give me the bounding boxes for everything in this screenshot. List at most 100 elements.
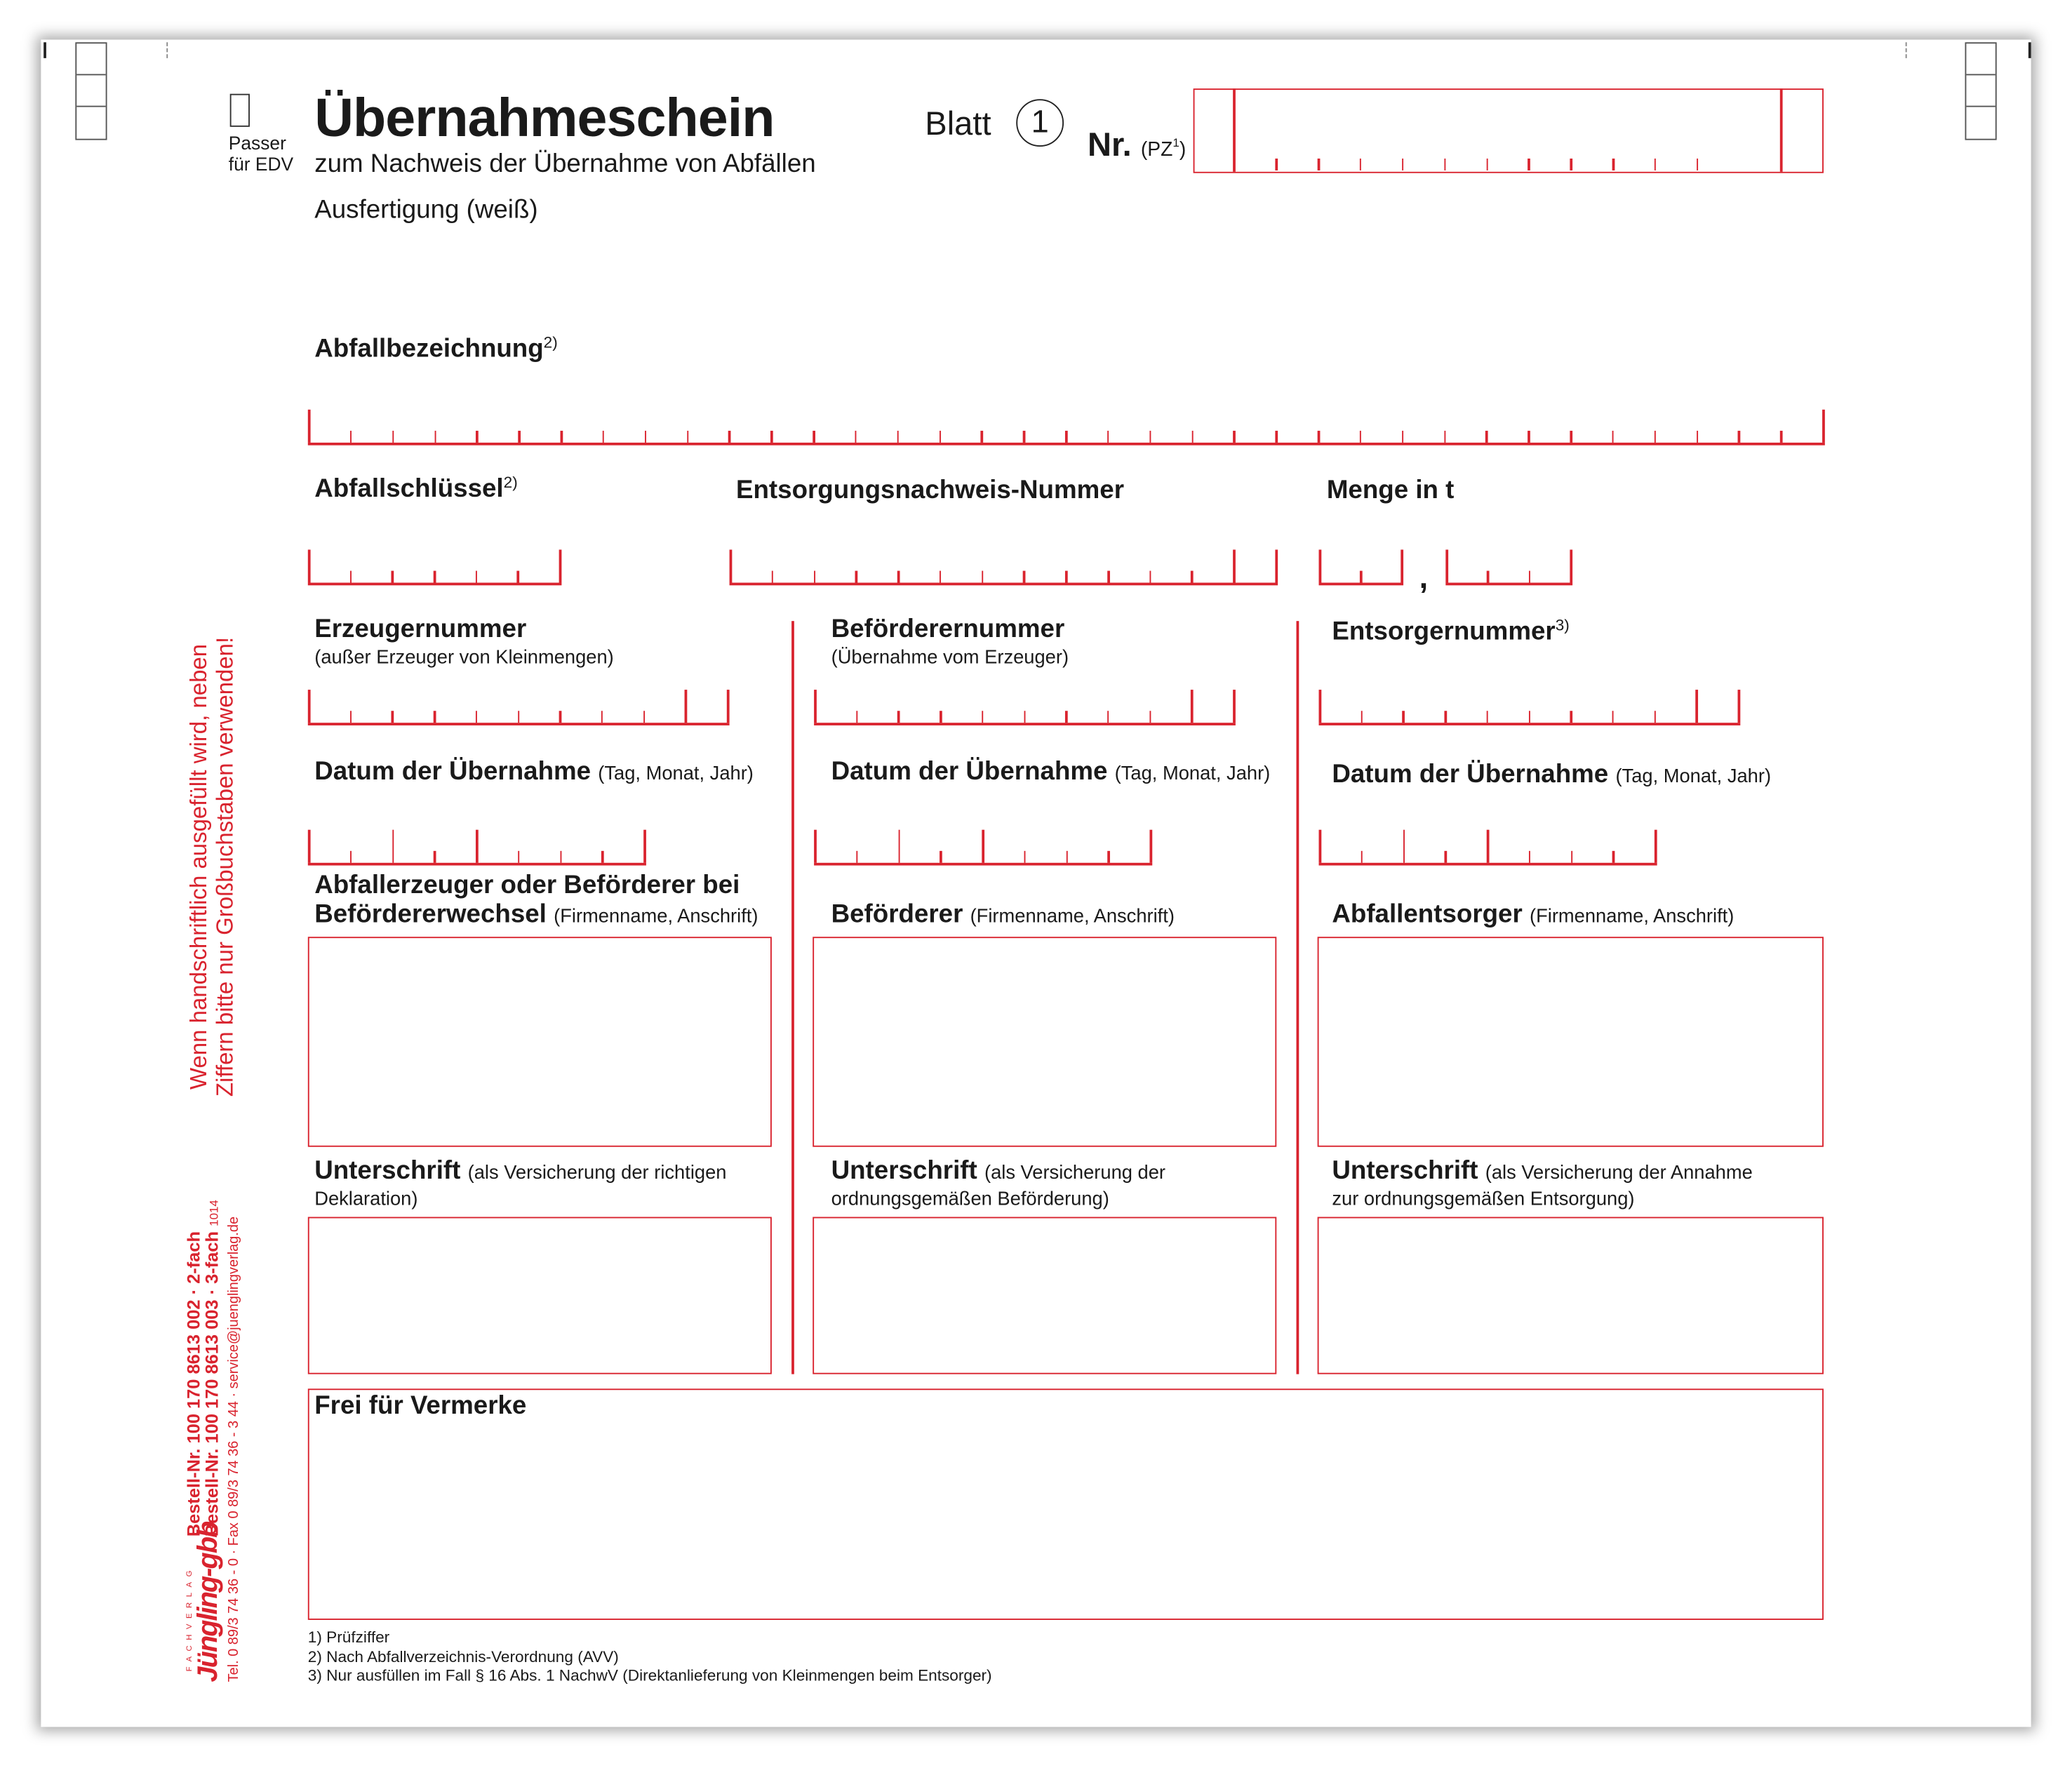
nr-tick [1276,158,1278,170]
comb-tick [349,570,352,583]
comb-tick [644,430,647,443]
comb-tick [1528,570,1531,583]
comb-tick [897,570,900,583]
comb-tick [1696,430,1699,443]
comb-tick [1275,430,1278,443]
comb-baseline [814,862,1152,865]
quantity-label: Menge in t [1326,475,1455,505]
comb-tick [855,850,858,863]
page-subtitle: zum Nachweis der Übernahme von Abfällen [314,149,816,179]
disposer-address-box[interactable] [1317,937,1824,1147]
comb-tick [1023,570,1026,583]
paper-sheet [41,39,2031,1727]
registration-boxes-left [75,42,107,140]
nr-tick [1570,158,1572,170]
comb-tick [560,430,563,443]
comb-tick [434,430,436,443]
comb-tick [1737,690,1740,723]
comb-tick [855,570,858,583]
comb-tick [602,430,605,443]
comb-tick [1487,570,1490,583]
comb-tick [1191,430,1194,443]
comb-tick [813,430,815,443]
producer-party-label: Abfallerzeuger oder Beförderer bei Beförd… [314,871,758,929]
comb-tick [897,430,900,443]
carrier-signature-box[interactable] [813,1217,1277,1374]
comb-baseline [1318,862,1657,865]
comb-tick [1695,690,1698,723]
producer-signature-box[interactable] [307,1217,772,1374]
comb-tick [1402,711,1405,723]
disposer-signature-box[interactable] [1317,1217,1824,1374]
comb-tick [1233,430,1236,443]
comb-tick [728,430,731,443]
comb-tick [516,570,519,583]
comb-tick [475,570,478,583]
carrier-address-box[interactable] [813,937,1277,1147]
comb-tick [1612,850,1615,863]
nr-label: Nr. (PZ1) [1087,126,1187,164]
crop-mark [2028,42,2031,58]
nr-tick [1696,158,1699,170]
comb-tick [814,829,817,863]
nr-divider [1779,88,1782,172]
page-title: Übernahmeschein [314,87,775,148]
comb-tick [643,711,646,723]
quantity-decimal-input[interactable] [1445,549,1570,585]
comb-tick [1528,850,1531,863]
comb-tick [433,570,436,583]
comb-tick [1275,549,1278,583]
comb-tick [559,711,561,723]
passer-checkbox[interactable] [229,93,250,127]
comb-tick [814,690,817,723]
nr-tick [1612,158,1615,170]
comb-tick [813,570,816,583]
nr-tick [1528,158,1530,170]
handwriting-notice: Wenn handschriftlich ausgefüllt wird, ne… [185,636,238,1097]
comb-tick [1317,430,1320,443]
comb-tick [1528,430,1530,443]
producer-number-label: Erzeugernummer (außer Erzeuger von Kleinm… [314,614,614,669]
comb-tick [1570,430,1572,443]
nr-divider [1233,88,1236,172]
passer-label: Passer für EDV [228,132,294,175]
comb-tick [1570,711,1572,723]
comb-tick [981,570,984,583]
comb-tick [559,850,562,863]
comb-tick [1318,690,1321,723]
comb-tick [349,711,352,723]
producer-address-box[interactable] [307,937,772,1147]
publisher-contact: Tel. 0 89/3 74 36 - 0 · Fax 0 89/3 74 36… [226,1216,242,1682]
comb-tick [1107,430,1109,443]
comb-tick [518,430,521,443]
comb-baseline [307,442,1825,445]
notes-box[interactable] [307,1388,1824,1620]
footnotes: 1) Prüfziffer 2) Nach Abfallverzeichnis-… [308,1628,992,1686]
comb-baseline [307,723,729,725]
comb-tick [1191,570,1194,583]
comb-tick [1149,829,1152,863]
comb-tick [1024,850,1027,863]
comb-tick [1738,430,1741,443]
column-divider [1296,621,1299,1374]
footnote: 1) Prüfziffer [307,1628,390,1647]
nr-tick [1443,158,1446,170]
comb-baseline [307,862,646,865]
comb-tick [1149,570,1151,583]
sheet-number: 1 [1016,99,1064,147]
comb-tick [434,850,436,863]
nr-input-field[interactable] [1193,88,1824,173]
carrier-date-label: Datum der Übernahme (Tag, Monat, Jahr) [831,757,1271,786]
comb-tick [1022,430,1025,443]
comb-tick [1443,430,1446,443]
comb-tick [392,829,394,863]
publisher-imprint: FACHVERLAG Jüngling-gbb Bestell-Nr. 100 … [184,1167,243,1682]
comb-tick [1654,829,1657,863]
comb-tick [307,829,310,863]
disposal-proof-label: Entsorgungsnachweis-Nummer [735,475,1125,505]
comb-tick [1780,430,1783,443]
crop-mark [166,42,169,58]
comb-tick [1570,549,1572,583]
comb-tick [1359,570,1362,583]
producer-signature-label: Unterschrift (als Versicherung der richt… [314,1156,727,1211]
